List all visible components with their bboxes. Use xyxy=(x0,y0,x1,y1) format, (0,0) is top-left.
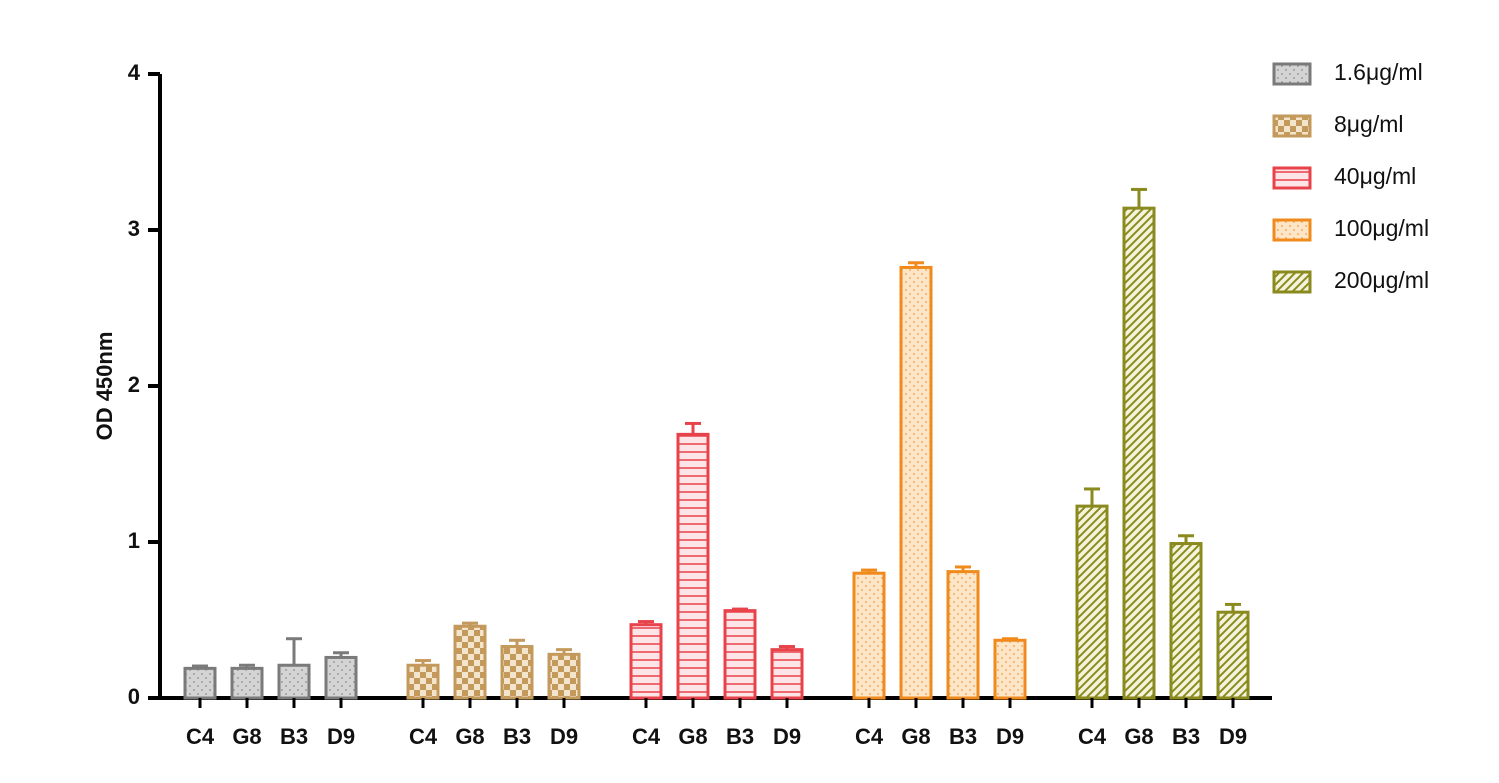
legend-label: 100μg/ml xyxy=(1334,215,1429,241)
bar xyxy=(183,666,217,700)
x-tick-label: B3 xyxy=(949,724,977,749)
x-tick-label: G8 xyxy=(678,724,707,749)
legend-label: 1.6μg/ml xyxy=(1334,59,1423,85)
x-tick-label: C4 xyxy=(632,724,661,749)
x-tick-label: C4 xyxy=(186,724,215,749)
x-tick-label: D9 xyxy=(327,724,355,749)
legend-swatch xyxy=(1272,62,1312,86)
legend-label: 8μg/ml xyxy=(1334,111,1404,137)
x-tick-label: D9 xyxy=(773,724,801,749)
x-tick-label: G8 xyxy=(1124,724,1153,749)
x-tick-label: B3 xyxy=(1172,724,1200,749)
x-tick-label: B3 xyxy=(280,724,308,749)
bar xyxy=(1075,504,1109,700)
y-tick-label: 1 xyxy=(128,528,140,553)
bar xyxy=(993,638,1027,700)
bar xyxy=(723,609,757,700)
bar xyxy=(1169,542,1203,700)
bar xyxy=(629,623,663,700)
legend-swatch xyxy=(1272,270,1312,294)
bar xyxy=(547,652,581,700)
bar xyxy=(453,624,487,700)
y-tick-label: 2 xyxy=(128,372,140,397)
bar xyxy=(946,570,980,700)
bar xyxy=(1122,206,1156,700)
legend-swatch xyxy=(1272,218,1312,242)
y-tick-label: 4 xyxy=(128,60,141,85)
x-tick-label: B3 xyxy=(726,724,754,749)
x-tick-label: C4 xyxy=(409,724,438,749)
legend-label: 200μg/ml xyxy=(1334,267,1429,293)
x-tick-label: D9 xyxy=(996,724,1024,749)
legend-label: 40μg/ml xyxy=(1334,163,1416,189)
y-tick-label: 0 xyxy=(128,684,140,709)
bar xyxy=(770,648,804,700)
legend-swatch xyxy=(1272,166,1312,190)
bar xyxy=(500,645,534,700)
x-tick-label: B3 xyxy=(503,724,531,749)
bar xyxy=(230,666,264,700)
x-tick-label: D9 xyxy=(550,724,578,749)
x-tick-label: G8 xyxy=(232,724,261,749)
x-tick-label: C4 xyxy=(1078,724,1107,749)
bar xyxy=(406,663,440,700)
bar xyxy=(899,265,933,700)
bar xyxy=(277,663,311,700)
bar xyxy=(852,571,886,700)
x-tick-label: D9 xyxy=(1219,724,1247,749)
bar xyxy=(1216,610,1250,700)
bar xyxy=(324,655,358,700)
x-tick-label: C4 xyxy=(855,724,884,749)
bar xyxy=(676,432,710,700)
x-tick-label: G8 xyxy=(455,724,484,749)
y-tick-label: 3 xyxy=(128,216,140,241)
y-axis-label: OD 450nm xyxy=(92,332,117,441)
x-tick-label: G8 xyxy=(901,724,930,749)
legend-swatch xyxy=(1272,114,1312,138)
